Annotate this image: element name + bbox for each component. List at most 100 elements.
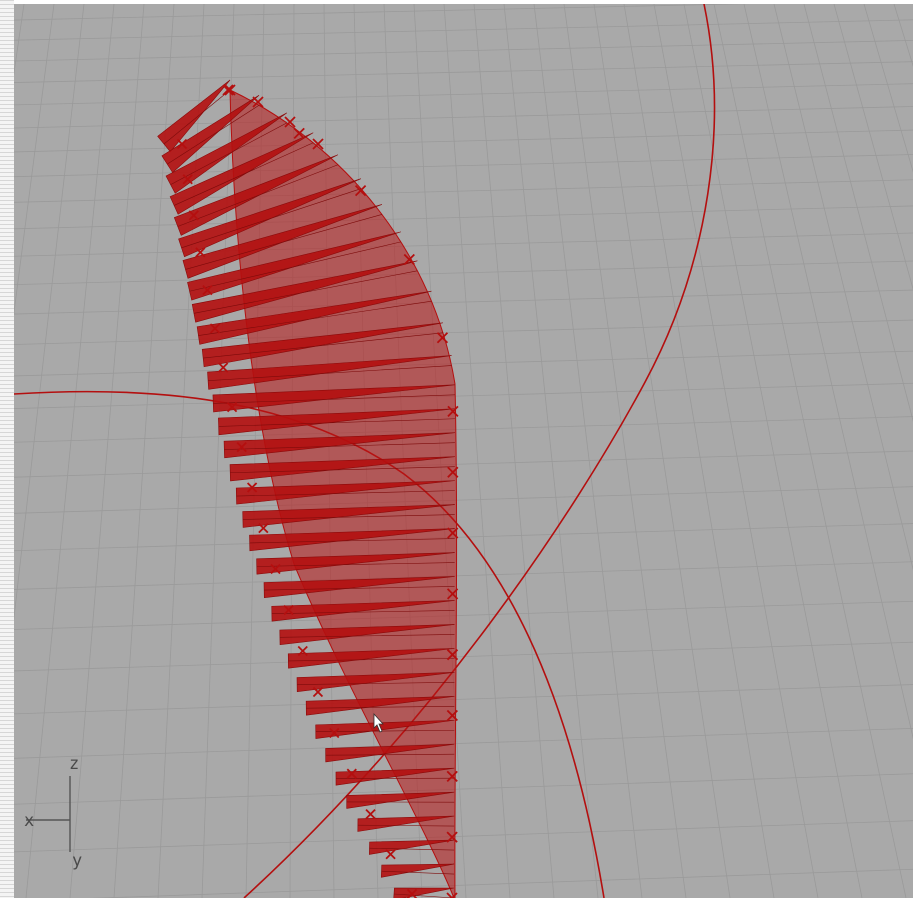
control-point-x-marker[interactable]	[403, 253, 415, 266]
control-point-x-marker[interactable]	[446, 831, 458, 843]
control-point-x-marker[interactable]	[446, 588, 459, 600]
marker-stroke	[447, 405, 459, 418]
control-point-x-marker[interactable]	[283, 604, 294, 616]
control-point-x-marker[interactable]	[224, 84, 236, 96]
grid-line-horizontal	[14, 486, 913, 514]
control-point-x-marker[interactable]	[218, 362, 229, 373]
control-point-x-marker[interactable]	[258, 522, 269, 534]
grid-line-horizontal	[14, 232, 913, 257]
control-point-x-marker[interactable]	[385, 849, 396, 860]
grid-line-horizontal	[14, 106, 913, 129]
grid-line-horizontal	[14, 4, 751, 21]
grid-line-vertical	[14, 4, 25, 76]
control-point-x-marker[interactable]	[346, 768, 357, 779]
control-point-x-marker[interactable]	[447, 405, 459, 418]
control-point-x-marker[interactable]	[436, 332, 449, 344]
normal-arrow-cone[interactable]	[380, 863, 455, 878]
marker-stroke	[224, 84, 236, 96]
control-point-x-marker[interactable]	[188, 210, 199, 221]
control-point-x-marker[interactable]	[447, 466, 459, 478]
control-point-x-marker[interactable]	[209, 323, 221, 334]
control-point-x-marker[interactable]	[226, 401, 238, 413]
normal-arrow-cone[interactable]	[161, 95, 260, 173]
control-point-x-marker[interactable]	[270, 563, 281, 575]
grid-line-vertical	[563, 4, 687, 898]
normal-arrow-cone[interactable]	[335, 767, 455, 786]
control-point-x-marker[interactable]	[446, 709, 458, 722]
section-line	[271, 610, 455, 614]
panel-edge	[0, 0, 14, 898]
control-point-x-marker[interactable]	[312, 138, 324, 150]
marker-stroke	[446, 892, 454, 898]
grid-line-vertical	[14, 4, 85, 622]
scene-canvas[interactable]: x z y	[14, 4, 913, 898]
normal-arrow-cone[interactable]	[201, 322, 443, 368]
section-line	[288, 658, 455, 662]
normal-arrow-cone[interactable]	[346, 791, 455, 809]
grid-line-vertical	[863, 4, 913, 173]
marker-stroke	[446, 709, 458, 722]
control-point-x-marker[interactable]	[446, 770, 458, 782]
control-point-x-marker[interactable]	[246, 482, 258, 493]
axis-y-label: y	[72, 851, 82, 871]
marker-stroke	[202, 284, 213, 296]
control-point-x-marker[interactable]	[236, 441, 247, 453]
section-line	[193, 270, 418, 314]
grid-line-vertical	[443, 4, 511, 898]
section-line	[185, 214, 383, 270]
control-point-x-marker[interactable]	[284, 116, 296, 128]
control-point-x-marker[interactable]	[446, 649, 459, 661]
normal-arrow-cone[interactable]	[296, 672, 455, 693]
control-point-x-marker[interactable]	[406, 888, 418, 898]
grid-line-vertical	[157, 4, 205, 898]
control-point-x-marker[interactable]	[293, 127, 305, 139]
control-point-x-marker[interactable]	[222, 84, 234, 96]
normal-arrow-cone[interactable]	[191, 260, 418, 323]
control-point-x-marker[interactable]	[365, 809, 376, 820]
normal-arrow-cone[interactable]	[212, 384, 456, 413]
marker-stroke	[188, 210, 199, 221]
control-point-x-marker[interactable]	[447, 527, 459, 539]
marker-stroke	[312, 138, 324, 150]
normal-arrow-cone[interactable]	[242, 504, 455, 528]
marker-stroke	[447, 527, 459, 539]
control-point-x-marker[interactable]	[446, 892, 458, 898]
control-point-x-marker[interactable]	[176, 138, 188, 150]
control-point-x-marker[interactable]	[202, 284, 213, 296]
control-point-x-marker[interactable]	[297, 645, 308, 657]
normal-arrow-cone[interactable]	[235, 480, 455, 505]
grid-line-vertical	[25, 4, 115, 898]
normal-arrow-cone[interactable]	[369, 839, 455, 855]
section-line	[224, 442, 455, 450]
control-point-x-marker[interactable]	[329, 727, 340, 739]
section-line	[279, 634, 455, 638]
grid-line-horizontal	[14, 350, 913, 377]
viewport-perspective[interactable]: x z y	[14, 4, 913, 898]
grid-line-horizontal	[14, 61, 913, 83]
marker-stroke	[195, 247, 206, 258]
construction-grid	[14, 4, 913, 898]
grid-line-horizontal	[14, 205, 913, 230]
control-point-x-marker[interactable]	[182, 174, 193, 185]
normal-arrow-cone[interactable]	[393, 887, 455, 898]
section-line	[177, 164, 339, 227]
marker-stroke	[385, 849, 396, 860]
control-point-x-marker[interactable]	[252, 96, 264, 108]
normal-arrow-cone[interactable]	[229, 456, 455, 482]
grid-line-vertical	[623, 4, 775, 898]
grid-line-horizontal	[14, 179, 913, 203]
section-line	[357, 824, 455, 827]
marker-stroke	[176, 138, 188, 150]
marker-stroke	[284, 116, 296, 128]
section-line	[249, 538, 455, 544]
control-point-x-marker[interactable]	[312, 686, 324, 698]
normal-arrow-cone[interactable]	[315, 719, 455, 739]
control-point-x-marker[interactable]	[195, 247, 206, 258]
section-line	[203, 332, 443, 359]
section-line	[369, 847, 455, 851]
control-point-x-marker[interactable]	[354, 184, 367, 197]
section-line	[306, 705, 455, 709]
normal-arrow-cone[interactable]	[287, 648, 455, 669]
marker-stroke	[293, 127, 305, 139]
grid-line-vertical	[113, 4, 175, 898]
